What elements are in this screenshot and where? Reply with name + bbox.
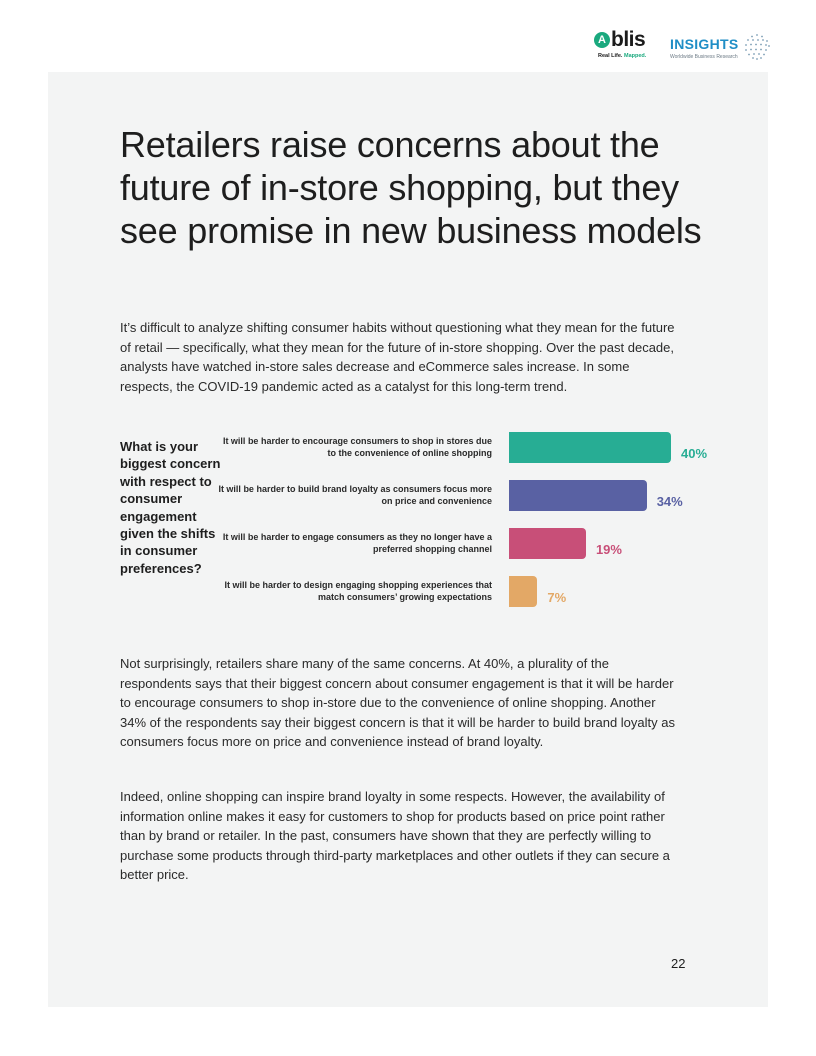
chart-question: What is your biggest concern with respec… — [120, 439, 221, 576]
bar — [509, 480, 647, 511]
bar-value-label: 19% — [595, 542, 622, 557]
bar-label: It will be harder to design engaging sho… — [224, 580, 492, 602]
bar-value-label: 40% — [681, 446, 708, 461]
intro-paragraph: It’s difficult to analyze shifting consu… — [120, 320, 675, 394]
insights-logo: INSIGHTS Worldwide Business Research — [670, 30, 772, 64]
globe-dots-icon — [745, 34, 770, 60]
bar-label: It will be harder to build brand loyalty… — [218, 484, 492, 506]
blis-tagline-suffix: Mapped. — [623, 53, 647, 59]
insights-logo-word: INSIGHTS — [670, 36, 739, 52]
bar-value-label: 7% — [547, 590, 567, 605]
blis-logo-word: blis — [611, 28, 646, 51]
blis-tagline: Real Life. Mapped. — [598, 53, 646, 59]
body-paragraph-2: Indeed, online shopping can inspire bran… — [120, 789, 670, 882]
concern-bar-chart: It will be harder to encourage consumers… — [218, 425, 740, 620]
bar — [509, 432, 671, 463]
bar-label: It will be harder to encourage consumers… — [222, 436, 492, 458]
header: A blis Real Life. Mapped. INSIGHTS World… — [594, 28, 772, 64]
page-number: 22 — [671, 956, 686, 971]
blis-tagline-prefix: Real Life. — [598, 53, 623, 59]
bar-label: It will be harder to engage consumers as… — [222, 532, 492, 554]
blis-logo: A blis Real Life. Mapped. — [594, 28, 650, 64]
bar-value-label: 34% — [656, 494, 683, 509]
blis-logo-icon: A — [594, 32, 610, 48]
bar — [509, 528, 586, 559]
body-paragraph-1: Not surprisingly, retailers share many o… — [120, 656, 675, 749]
content-panel — [48, 72, 768, 1007]
bar — [509, 576, 538, 607]
page-title: Retailers raise concerns about the futur… — [120, 124, 702, 251]
insights-logo-subtitle: Worldwide Business Research — [670, 54, 738, 60]
